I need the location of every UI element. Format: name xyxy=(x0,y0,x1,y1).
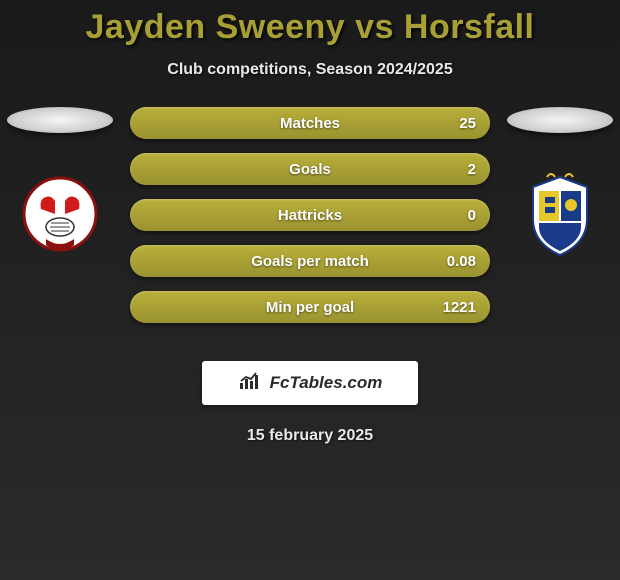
stat-right-value: 25 xyxy=(459,115,476,132)
player-right-club-badge xyxy=(521,169,599,259)
stat-label: Min per goal xyxy=(266,299,354,316)
chart-icon xyxy=(238,371,264,396)
player-left-avatar xyxy=(7,107,113,133)
page-subtitle: Club competitions, Season 2024/2025 xyxy=(0,61,620,79)
stat-right-value: 0 xyxy=(468,207,476,224)
stats-list: Matches 25 Goals 2 Hattricks 0 Goals per… xyxy=(130,107,490,323)
player-left-club-badge xyxy=(21,169,99,259)
page-title: Jayden Sweeny vs Horsfall xyxy=(0,8,620,47)
header: Jayden Sweeny vs Horsfall Club competiti… xyxy=(0,0,620,79)
brand-text: FcTables.com xyxy=(270,373,383,393)
stat-row: Hattricks 0 xyxy=(130,199,490,231)
stat-label: Goals per match xyxy=(251,253,369,270)
brand-badge: FcTables.com xyxy=(202,361,418,405)
stat-row: Goals per match 0.08 xyxy=(130,245,490,277)
footer-date: 15 february 2025 xyxy=(0,427,620,445)
stat-row: Matches 25 xyxy=(130,107,490,139)
player-left-column xyxy=(0,107,120,259)
stat-label: Hattricks xyxy=(278,207,342,224)
stat-row: Goals 2 xyxy=(130,153,490,185)
stat-right-value: 2 xyxy=(468,161,476,178)
player-right-column xyxy=(500,107,620,259)
stat-right-value: 0.08 xyxy=(447,253,476,270)
player-right-avatar xyxy=(507,107,613,133)
stat-label: Goals xyxy=(289,161,331,178)
comparison-area: Matches 25 Goals 2 Hattricks 0 Goals per… xyxy=(0,107,620,337)
stat-right-value: 1221 xyxy=(443,299,476,316)
stat-label: Matches xyxy=(280,115,340,132)
stat-row: Min per goal 1221 xyxy=(130,291,490,323)
